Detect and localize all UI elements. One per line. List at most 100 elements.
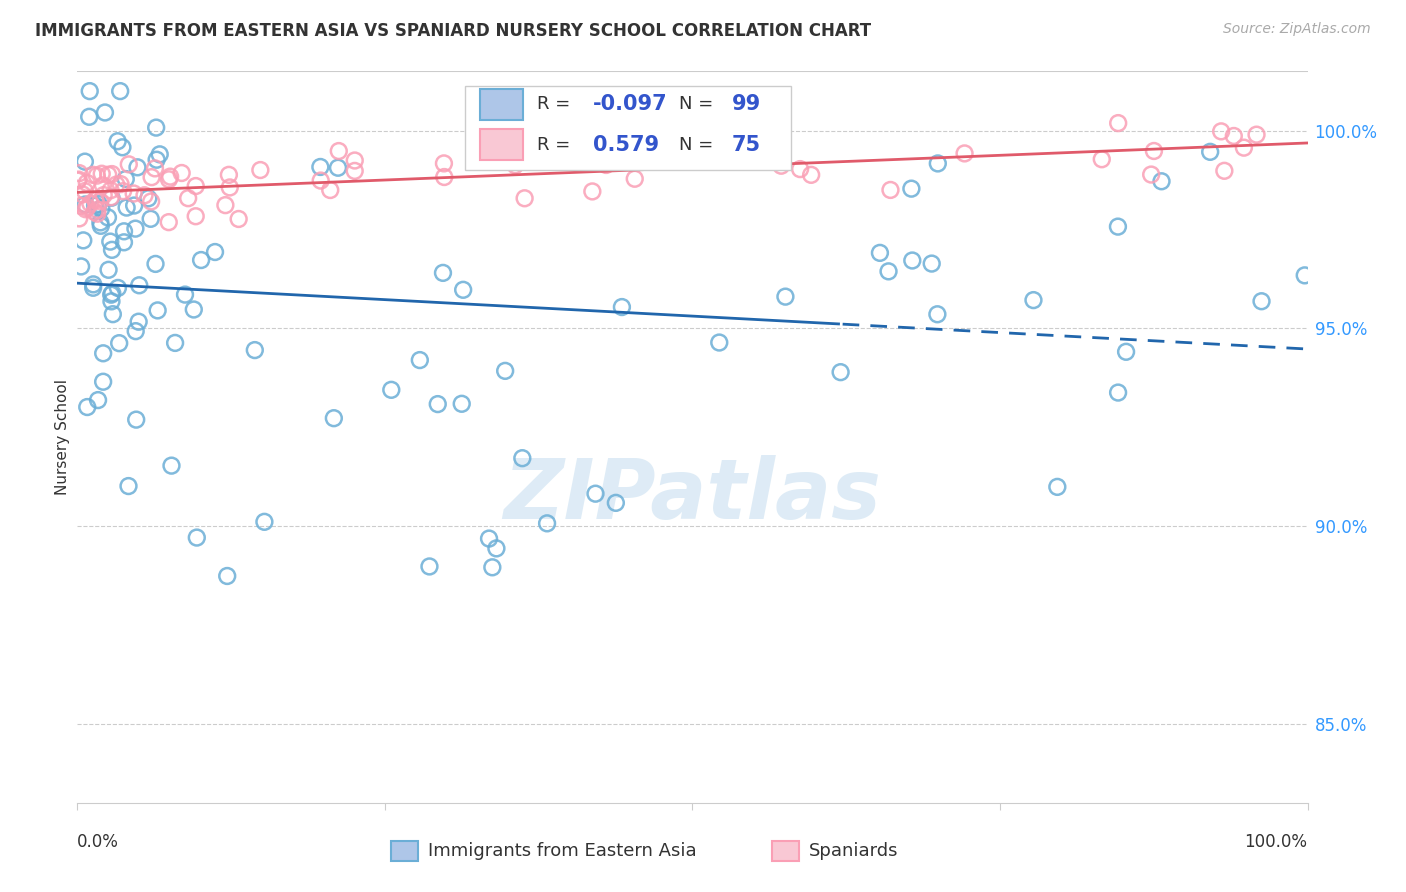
Point xyxy=(204,245,226,260)
Point xyxy=(146,303,169,318)
Point xyxy=(107,281,129,295)
Point xyxy=(433,169,456,184)
Point xyxy=(494,364,516,378)
Point xyxy=(927,156,949,170)
Point xyxy=(1150,174,1173,188)
Point xyxy=(125,412,148,426)
Point xyxy=(87,393,110,408)
Point xyxy=(66,173,89,187)
Point xyxy=(409,353,432,368)
Point xyxy=(503,158,526,172)
Point xyxy=(921,256,943,270)
Point xyxy=(138,191,160,205)
Point xyxy=(451,283,474,297)
Point xyxy=(1199,145,1222,159)
Point xyxy=(118,157,141,171)
Point xyxy=(145,153,167,167)
Point xyxy=(82,281,104,295)
Text: R =: R = xyxy=(537,136,576,153)
Point xyxy=(101,243,124,257)
Point xyxy=(98,235,121,249)
Point xyxy=(89,215,111,229)
Point xyxy=(70,260,93,274)
Text: IMMIGRANTS FROM EASTERN ASIA VS SPANIARD NURSERY SCHOOL CORRELATION CHART: IMMIGRANTS FROM EASTERN ASIA VS SPANIARD… xyxy=(35,22,872,40)
Point xyxy=(309,173,332,187)
Text: 75: 75 xyxy=(733,135,761,154)
Point xyxy=(112,235,135,250)
Point xyxy=(1046,480,1069,494)
Point xyxy=(623,171,645,186)
Point xyxy=(709,335,731,350)
Point xyxy=(128,315,150,329)
Point xyxy=(1115,344,1137,359)
Point xyxy=(91,375,114,389)
Point xyxy=(97,262,120,277)
Text: R =: R = xyxy=(537,95,576,113)
Point xyxy=(328,144,350,158)
FancyBboxPatch shape xyxy=(479,89,523,120)
Point xyxy=(75,202,97,217)
Point xyxy=(927,307,949,321)
Point xyxy=(108,84,131,98)
Text: Immigrants from Eastern Asia: Immigrants from Eastern Asia xyxy=(427,842,696,860)
Point xyxy=(901,253,924,268)
Point xyxy=(114,172,136,186)
Point xyxy=(72,187,94,202)
Point xyxy=(481,560,503,574)
Point xyxy=(228,211,250,226)
Point xyxy=(108,336,131,351)
Point xyxy=(90,167,112,181)
Point xyxy=(139,194,162,209)
Point xyxy=(485,541,508,556)
Point xyxy=(73,184,96,198)
Point xyxy=(87,197,110,211)
Point xyxy=(86,202,108,217)
Point xyxy=(69,199,91,213)
Text: 100.0%: 100.0% xyxy=(1244,833,1308,851)
Point xyxy=(76,176,98,190)
Point xyxy=(190,253,212,268)
Point xyxy=(125,324,148,338)
Point xyxy=(122,186,145,201)
Point xyxy=(953,146,976,161)
Point xyxy=(79,84,101,98)
Point xyxy=(343,153,366,168)
Point xyxy=(141,170,163,185)
Point xyxy=(145,257,167,271)
Point xyxy=(75,197,97,211)
Point xyxy=(79,196,101,211)
Point xyxy=(134,188,156,202)
Point xyxy=(343,164,366,178)
Point xyxy=(100,191,122,205)
Point xyxy=(433,156,456,170)
Point xyxy=(450,397,472,411)
Point xyxy=(1211,124,1233,138)
Point xyxy=(73,154,96,169)
Point xyxy=(1091,153,1114,167)
Point xyxy=(157,215,180,229)
Text: 0.0%: 0.0% xyxy=(77,833,120,851)
Point xyxy=(243,343,266,357)
Point xyxy=(319,183,342,197)
Point xyxy=(67,211,90,226)
Point xyxy=(76,400,98,414)
Point xyxy=(418,559,440,574)
Point xyxy=(101,286,124,301)
Point xyxy=(605,496,627,510)
Point xyxy=(97,211,120,225)
Point xyxy=(380,383,402,397)
Point xyxy=(184,209,207,223)
Point xyxy=(115,201,138,215)
Point xyxy=(77,110,100,124)
Point xyxy=(218,180,240,194)
Text: Source: ZipAtlas.com: Source: ZipAtlas.com xyxy=(1223,22,1371,37)
Point xyxy=(513,191,536,205)
Point xyxy=(93,188,115,202)
Point xyxy=(143,161,166,176)
Text: -0.097: -0.097 xyxy=(593,95,668,114)
Point xyxy=(91,346,114,360)
FancyBboxPatch shape xyxy=(772,841,800,862)
Point xyxy=(775,290,797,304)
Text: N =: N = xyxy=(679,95,718,113)
Point xyxy=(510,451,533,466)
